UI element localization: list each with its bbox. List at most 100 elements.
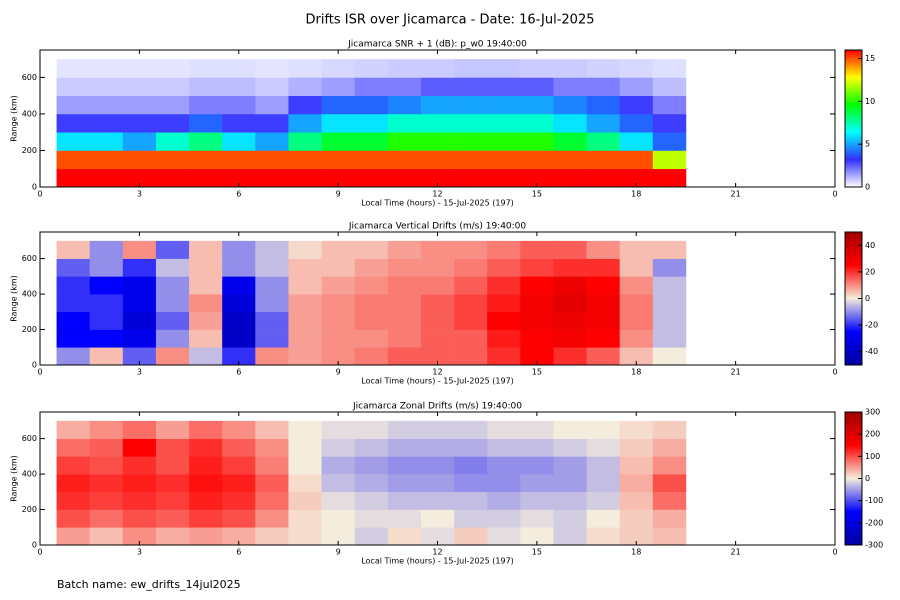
heat-cell	[619, 258, 654, 277]
heat-cell	[321, 294, 355, 313]
heat-cell	[354, 420, 389, 439]
heat-cell	[553, 77, 587, 96]
heat-cell	[520, 95, 554, 115]
heat-cell	[155, 294, 190, 313]
heat-cell	[553, 509, 587, 528]
x-tick-label: 12	[432, 190, 442, 199]
heat-cell	[189, 527, 223, 546]
heat-cell	[420, 240, 455, 259]
heat-cell	[652, 258, 687, 277]
y-tick-label: 0	[32, 183, 37, 192]
heat-cell	[255, 456, 289, 475]
colorbar-tick-label: 100	[865, 452, 880, 461]
x-tick-label: 6	[236, 548, 241, 557]
heat-cell	[56, 509, 90, 528]
heat-cell	[321, 132, 355, 151]
x-tick-label: 0	[37, 548, 42, 557]
heat-cell	[454, 168, 488, 188]
heat-cell	[586, 276, 620, 295]
heat-cell	[553, 420, 587, 439]
heat-cell	[652, 329, 687, 348]
heat-cell	[553, 132, 587, 151]
heat-cell	[553, 491, 587, 510]
heat-cell	[586, 438, 620, 457]
heat-cell	[222, 329, 256, 348]
heat-cell	[387, 77, 422, 96]
heat-cell	[288, 132, 322, 151]
heat-cell	[553, 474, 587, 493]
heat-cell	[586, 113, 620, 133]
heat-cell	[222, 276, 256, 295]
heat-cell	[619, 276, 654, 295]
heat-cell	[255, 294, 289, 313]
colorbar-tick-label: 0	[865, 294, 870, 303]
heat-cell	[553, 276, 587, 295]
heat-cell	[420, 438, 455, 457]
heat-cell	[288, 438, 322, 457]
heat-cell	[189, 132, 223, 151]
heat-cell	[487, 527, 521, 546]
heat-cell	[222, 347, 256, 366]
heat-cell	[288, 276, 322, 295]
heat-cell	[487, 294, 521, 313]
heat-cell	[354, 456, 389, 475]
heat-cell	[652, 95, 687, 115]
heat-cell	[553, 438, 587, 457]
heat-cell	[420, 294, 455, 313]
heat-cell	[454, 95, 488, 115]
heat-cell	[553, 150, 587, 170]
heat-cell	[56, 311, 90, 330]
heat-cell	[321, 347, 355, 366]
x-tick-label: 0	[832, 548, 837, 557]
heat-cell	[189, 168, 223, 188]
heat-cell	[189, 420, 223, 439]
heat-cell	[652, 240, 687, 259]
heat-cell	[520, 456, 554, 475]
heat-cell	[619, 491, 654, 510]
x-axis-label: Local Time (hours) - 15-Jul-2025 (197)	[361, 557, 514, 566]
heat-cell	[586, 491, 620, 510]
heat-cell	[288, 150, 322, 170]
heat-cell	[553, 527, 587, 546]
heat-cell	[420, 132, 455, 151]
x-tick-label: 6	[236, 190, 241, 199]
x-tick-label: 12	[432, 368, 442, 377]
heat-cell	[487, 113, 521, 133]
heat-cell	[122, 527, 157, 546]
heat-cell	[619, 456, 654, 475]
heat-cell	[255, 150, 289, 170]
heat-cell	[155, 77, 190, 96]
heat-cell	[420, 258, 455, 277]
heat-cell	[189, 276, 223, 295]
heat-cell	[619, 113, 654, 133]
heat-cell	[189, 95, 223, 115]
heat-cell	[89, 438, 124, 457]
heat-cell	[619, 420, 654, 439]
heat-cell	[155, 509, 190, 528]
heat-cell	[189, 509, 223, 528]
heat-cell	[56, 59, 90, 78]
heat-cell	[189, 329, 223, 348]
heat-cell	[586, 258, 620, 277]
heat-cell	[122, 329, 157, 348]
heat-cell	[652, 294, 687, 313]
x-tick-label: 0	[37, 368, 42, 377]
heat-cell	[652, 438, 687, 457]
heat-cell	[586, 509, 620, 528]
heat-cell	[586, 95, 620, 115]
panel-title: Jicamarca SNR + 1 (dB): p_w0 19:40:00	[347, 40, 527, 50]
heat-cell	[454, 509, 488, 528]
heat-cell	[122, 311, 157, 330]
heat-cell	[553, 168, 587, 188]
heat-cell	[255, 59, 289, 78]
colorbar-tick-label: -300	[865, 541, 883, 550]
heat-cell	[420, 420, 455, 439]
y-tick-label: 400	[22, 470, 37, 479]
heat-cell	[89, 95, 124, 115]
colorbar-tick-label: 20	[865, 267, 875, 276]
heat-cell	[487, 150, 521, 170]
heat-cell	[454, 258, 488, 277]
heat-cell	[288, 420, 322, 439]
heat-cell	[387, 276, 422, 295]
